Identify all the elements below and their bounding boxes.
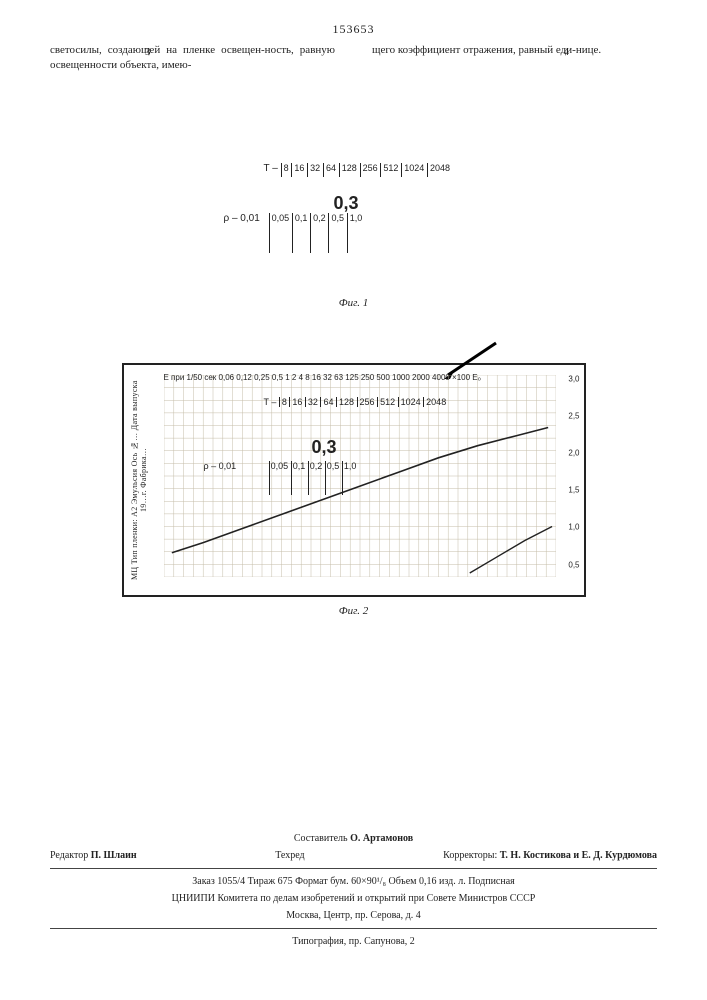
fig1-t-label: T – [264, 163, 278, 174]
address-line: Москва, Центр, пр. Серова, д. 4 [50, 907, 657, 924]
figure-1: T – 8 16 32 64 128 256 512 1024 2048 0,3… [194, 163, 514, 303]
fig2-rho-label: ρ – 0,01 [204, 461, 237, 471]
editor-name: П. Шлаин [91, 850, 137, 861]
doc-number: 153653 [0, 0, 707, 37]
figure-2: МЦ Тип пленки: А2 Эмульсия Ось №… Дата в… [122, 363, 586, 597]
body-columns: светосилы, создающей на пленке освещен-н… [0, 37, 707, 73]
corrector-names: Т. Н. Костикова и Е. Д. Курдюмова [500, 850, 657, 861]
fig2-rho-scale: ρ – 0,01 0,05 0,1 0,2 0,5 1,0 [204, 461, 357, 495]
fig1-rho-scale: ρ – 0,01 0,05 0,1 0,2 0,5 1,0 [224, 213, 363, 253]
fig2-top-scale: E при 1/50 сек 0,06 0,12 0,25 0,5 1 2 4 … [164, 373, 556, 382]
fig2-t-scale: T – 8 16 32 64 128 256 512 1024 2048 [264, 397, 447, 407]
right-column-text: щего коэффициент отражения, равный еди-н… [372, 43, 657, 73]
compiler-label: Составитель [294, 833, 348, 844]
left-column-text: светосилы, создающей на пленке освещен-н… [50, 43, 335, 73]
editor-label: Редактор [50, 850, 88, 861]
corrector-label: Корректоры: [443, 850, 497, 861]
fig1-highlight: 0,3 [334, 193, 359, 214]
left-col-number: 3 [145, 46, 151, 58]
imprint-line: Заказ 1055/4 Тираж 675 Формат бум. 60×90… [50, 873, 657, 890]
fig2-highlight: 0,3 [312, 437, 337, 458]
fig1-t-scale: T – 8 16 32 64 128 256 512 1024 2048 [264, 163, 451, 177]
fig2-t-label: T – [264, 397, 277, 407]
fig2-side-text: МЦ Тип пленки: А2 Эмульсия Ось №… Дата в… [130, 375, 156, 585]
techred-label: Техред [275, 850, 304, 861]
printer-line: Типография, пр. Сапунова, 2 [50, 933, 657, 950]
fig2-top-label: E при 1/50 сек [164, 373, 217, 382]
fig2-y-axis: 3,02,52,01,51,00,5 [558, 375, 580, 577]
fig2-caption: Фиг. 2 [124, 605, 584, 617]
fig1-caption: Фиг. 1 [194, 297, 514, 309]
org-line: ЦНИИПИ Комитета по делам изобретений и о… [50, 890, 657, 907]
imprint-footer: Составитель О. Артамонов Редактор П. Шла… [50, 830, 657, 950]
fig1-rho-label: ρ – 0,01 [224, 213, 260, 224]
compiler-name: О. Артамонов [350, 833, 413, 844]
right-col-number: 4 [564, 46, 570, 58]
